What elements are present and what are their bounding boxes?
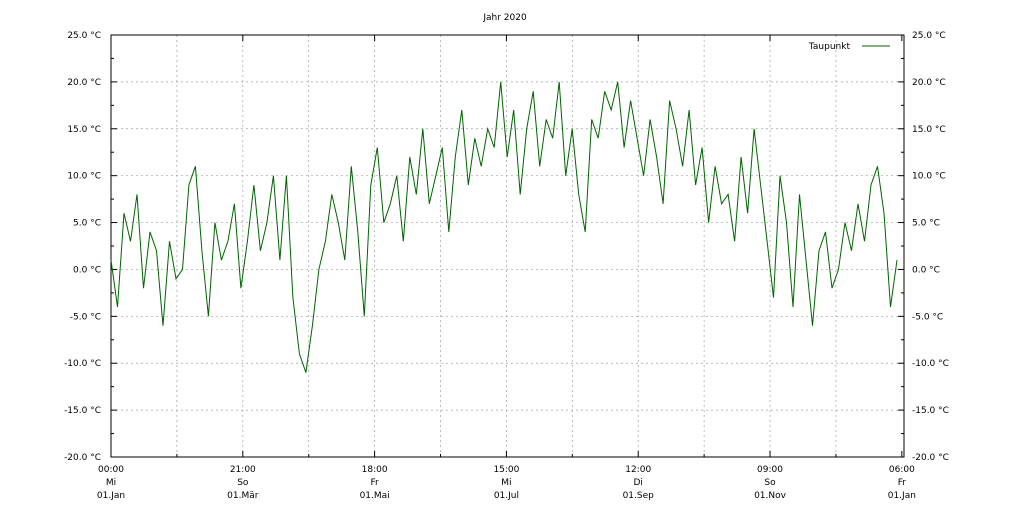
series-lines [111, 82, 897, 373]
y-tick-label: 5.0 °C [73, 219, 101, 229]
y-tick-label: 10.0 °C [67, 172, 101, 182]
chart-title: Jahr 2020 [482, 13, 527, 23]
x-tick-label: So [237, 478, 249, 488]
y-tick-label: -20.0 °C [64, 453, 101, 463]
x-tick-label: 01.Nov [754, 491, 787, 501]
x-tick-label: 12:00 [625, 465, 651, 475]
y-tick-label-right: 15.0 °C [912, 125, 946, 135]
x-tick-label: So [764, 478, 776, 488]
y-tick-label-right: 10.0 °C [912, 172, 946, 182]
x-tick-label: 01.Jul [494, 491, 519, 501]
legend: Taupunkt [808, 42, 890, 52]
x-tick-label: 01.Mär [227, 491, 259, 501]
x-tick-label: 06:00 [889, 465, 915, 475]
x-tick-label: Fr [898, 478, 907, 488]
x-tick-label: 00:00 [98, 465, 124, 475]
y-tick-label-right: 25.0 °C [912, 31, 946, 41]
series-line-taupunkt [111, 82, 897, 373]
x-tick-label: 18:00 [362, 465, 388, 475]
x-tick-label: Mi [501, 478, 511, 488]
legend-label: Taupunkt [808, 42, 851, 52]
y-tick-label: 25.0 °C [67, 31, 101, 41]
y-tick-label-right: -5.0 °C [912, 312, 943, 322]
y-tick-label-right: 0.0 °C [912, 265, 940, 275]
y-tick-label: 20.0 °C [67, 78, 101, 88]
y-tick-label: 15.0 °C [67, 125, 101, 135]
x-tick-label: 01.Jan [888, 491, 916, 501]
x-tick-label: 15:00 [493, 465, 519, 475]
y-tick-label: -5.0 °C [70, 312, 101, 322]
x-tick-label: 01.Sep [623, 491, 655, 501]
x-tick-label: 01.Mai [360, 491, 390, 501]
x-tick-label: 01.Jan [97, 491, 125, 501]
y-tick-label-right: -10.0 °C [912, 359, 949, 369]
y-tick-label-right: 20.0 °C [912, 78, 946, 88]
y-tick-label-right: -15.0 °C [912, 406, 949, 416]
y-tick-label-right: -20.0 °C [912, 453, 949, 463]
grid [111, 35, 904, 457]
x-tick-label: Fr [370, 478, 379, 488]
y-tick-label-right: 5.0 °C [912, 219, 940, 229]
y-tick-label: -10.0 °C [64, 359, 101, 369]
x-tick-label: 21:00 [230, 465, 256, 475]
y-tick-label: 0.0 °C [73, 265, 101, 275]
x-tick-label: 09:00 [757, 465, 783, 475]
x-tick-label: Mi [106, 478, 116, 488]
plot-border [111, 35, 904, 457]
y-tick-label: -15.0 °C [64, 406, 101, 416]
x-tick-label: Di [634, 478, 643, 488]
